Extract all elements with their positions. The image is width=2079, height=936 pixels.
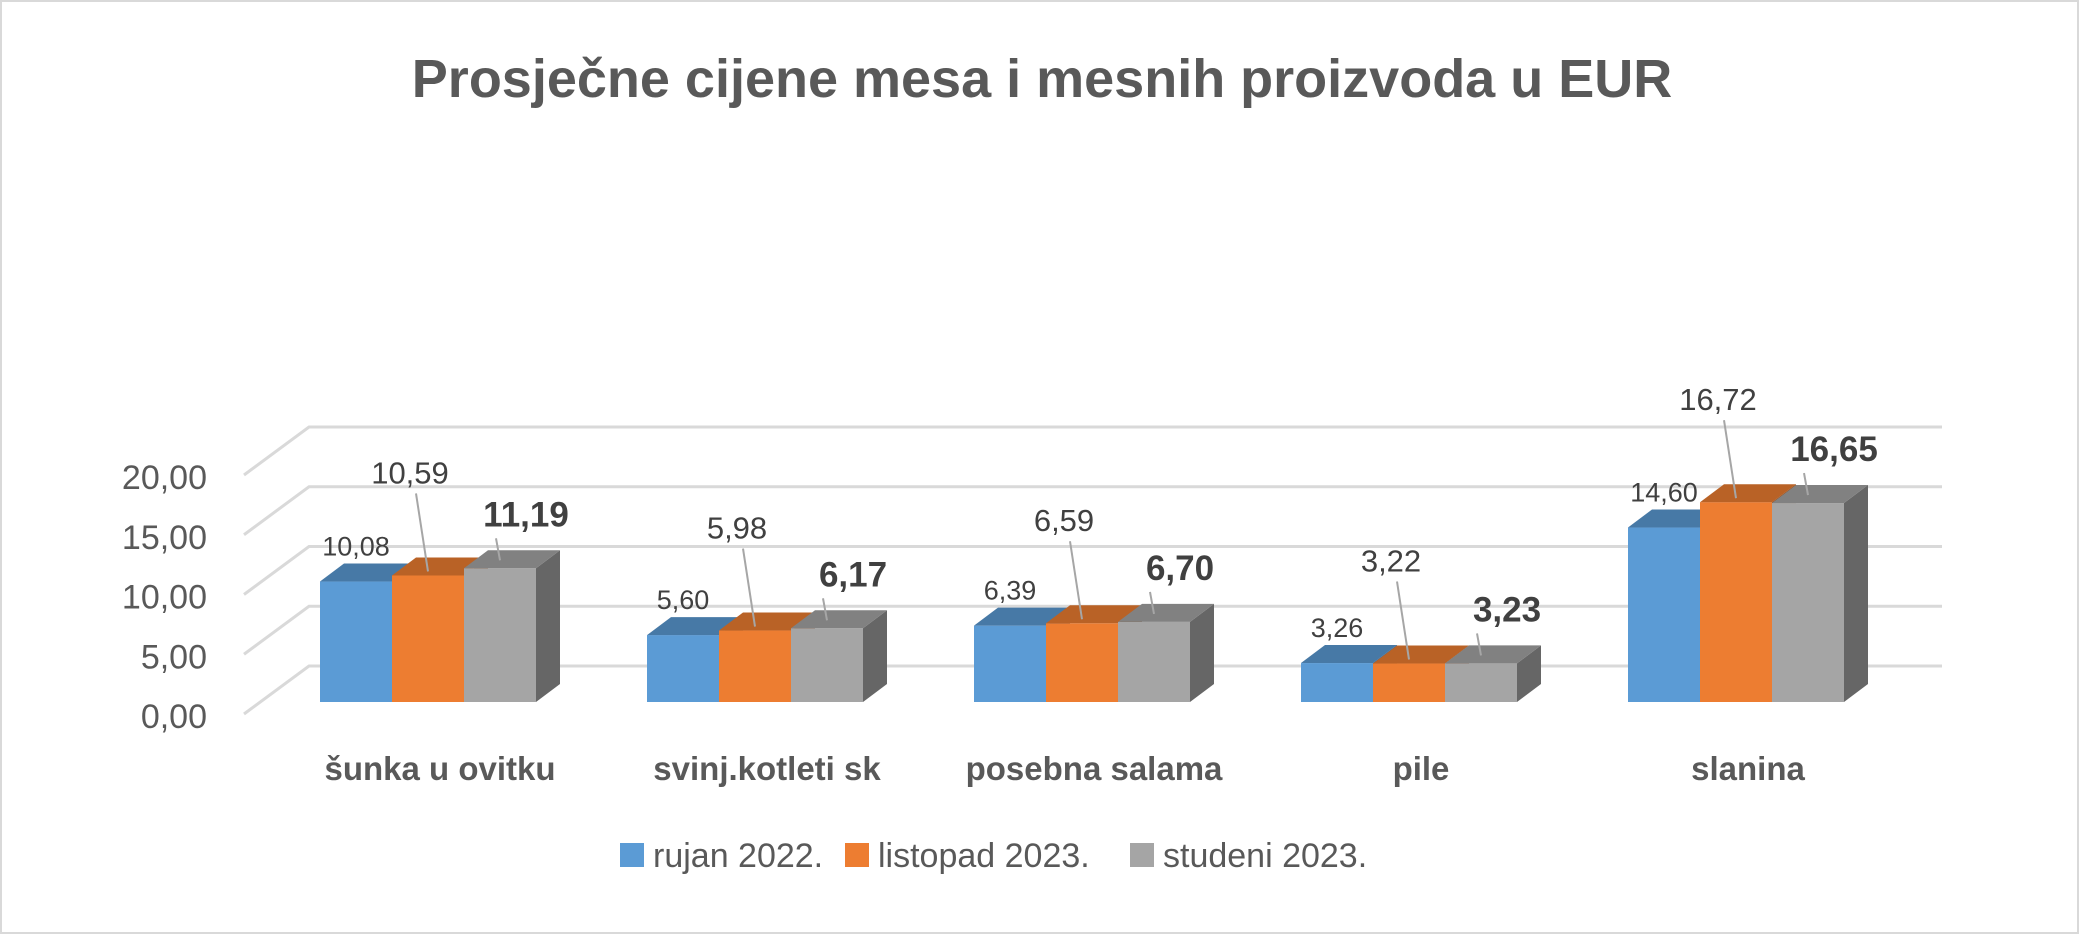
chart-title: Prosječne cijene mesa i mesnih proizvoda… bbox=[412, 49, 1672, 109]
legend-swatch bbox=[1130, 843, 1154, 867]
legend: rujan 2022. listopad 2023. studeni 2023. bbox=[620, 837, 1367, 875]
bar bbox=[1772, 485, 1868, 702]
bar-front bbox=[647, 635, 719, 702]
bar-front bbox=[1772, 503, 1844, 702]
label-leader-lines bbox=[415, 420, 1809, 660]
bar-top bbox=[1445, 645, 1541, 664]
leader-line bbox=[1396, 581, 1410, 660]
leader-line bbox=[742, 548, 756, 627]
bar-front bbox=[464, 568, 536, 702]
gridline bbox=[243, 425, 1942, 477]
bar-front bbox=[1301, 663, 1373, 702]
bar bbox=[1445, 645, 1541, 702]
gridline bbox=[243, 485, 1942, 536]
data-label: 6,70 bbox=[1146, 549, 1214, 588]
bar-front bbox=[320, 581, 392, 702]
bar bbox=[464, 550, 560, 702]
bar bbox=[791, 610, 887, 702]
leader-line bbox=[1069, 541, 1083, 620]
x-category-label: šunka u ovitku bbox=[324, 750, 555, 787]
bar-top bbox=[1700, 484, 1796, 503]
data-label: 6,39 bbox=[984, 576, 1037, 606]
data-label: 3,22 bbox=[1361, 544, 1421, 579]
data-label: 16,65 bbox=[1790, 430, 1878, 469]
data-label: 5,98 bbox=[707, 511, 767, 546]
y-tick-label: 10,00 bbox=[122, 579, 207, 617]
bar-front bbox=[1700, 502, 1772, 702]
x-category-label: pile bbox=[1393, 750, 1450, 787]
leader-line bbox=[415, 493, 429, 572]
data-label: 6,59 bbox=[1034, 503, 1094, 538]
bar-top bbox=[464, 550, 560, 569]
legend-label: rujan 2022. bbox=[653, 837, 823, 875]
legend-label: studeni 2023. bbox=[1163, 837, 1367, 875]
bar-top bbox=[1118, 603, 1214, 622]
bars bbox=[320, 484, 1868, 702]
bar-top bbox=[1301, 645, 1397, 664]
gridline bbox=[243, 604, 1942, 656]
leader-line bbox=[1149, 591, 1155, 615]
bar-front bbox=[1118, 621, 1190, 702]
leader-line bbox=[822, 598, 828, 621]
bar-top bbox=[791, 610, 887, 629]
bar-front bbox=[392, 575, 464, 702]
bar-front bbox=[1628, 527, 1700, 702]
data-label: 3,23 bbox=[1473, 590, 1541, 629]
bar-side bbox=[1844, 485, 1868, 702]
x-axis-categories: šunka u ovitku svinj.kotleti sk posebna sa… bbox=[324, 750, 1805, 787]
leader-line bbox=[1476, 633, 1482, 656]
bar-front bbox=[791, 628, 863, 702]
x-category-label: posebna salama bbox=[966, 750, 1223, 787]
leader-line bbox=[1723, 420, 1737, 499]
bar-top bbox=[1373, 645, 1469, 664]
bar-side bbox=[1190, 603, 1214, 702]
bar-side bbox=[1517, 645, 1541, 702]
leader-line bbox=[495, 538, 501, 561]
legend-item: rujan 2022. bbox=[620, 837, 823, 875]
legend-item: studeni 2023. bbox=[1130, 837, 1367, 875]
bar-side bbox=[536, 550, 560, 702]
legend-swatch bbox=[620, 843, 644, 867]
bar-front bbox=[719, 630, 791, 702]
gridline bbox=[243, 545, 1942, 596]
data-label: 14,60 bbox=[1630, 478, 1698, 508]
y-tick-label: 5,00 bbox=[141, 638, 207, 676]
legend-label: listopad 2023. bbox=[878, 837, 1090, 875]
data-label: 6,17 bbox=[819, 555, 887, 594]
bar-front bbox=[1046, 623, 1118, 702]
bar-top bbox=[1772, 485, 1868, 504]
data-label: 5,60 bbox=[657, 585, 710, 615]
data-label: 10,59 bbox=[371, 455, 449, 490]
legend-item: listopad 2023. bbox=[845, 837, 1090, 875]
data-label: 16,72 bbox=[1679, 382, 1757, 417]
bar bbox=[1118, 603, 1214, 702]
leader-line bbox=[1803, 472, 1809, 496]
y-tick-label: 0,00 bbox=[141, 698, 207, 736]
y-tick-label: 15,00 bbox=[122, 519, 207, 557]
y-axis-ticks: 0,00 5,00 10,00 15,00 20,00 bbox=[122, 459, 207, 736]
legend-swatch bbox=[845, 843, 869, 867]
bar-front bbox=[974, 625, 1046, 702]
bar-top bbox=[1046, 605, 1142, 624]
bar-top bbox=[974, 607, 1070, 626]
bar-front bbox=[1445, 663, 1517, 702]
bar-top bbox=[719, 612, 815, 631]
data-labels: 10,08 10,59 11,19 5,60 5,98 6,17 6,39 6,59 6,70 3… bbox=[322, 382, 1878, 643]
data-label: 11,19 bbox=[483, 495, 569, 534]
data-label: 10,08 bbox=[322, 532, 390, 562]
x-category-label: svinj.kotleti sk bbox=[653, 750, 881, 787]
x-category-label: slanina bbox=[1691, 750, 1805, 787]
data-label: 3,26 bbox=[1311, 613, 1364, 643]
y-tick-label: 20,00 bbox=[122, 459, 207, 497]
bar-front bbox=[1373, 663, 1445, 702]
bar-side bbox=[863, 610, 887, 702]
